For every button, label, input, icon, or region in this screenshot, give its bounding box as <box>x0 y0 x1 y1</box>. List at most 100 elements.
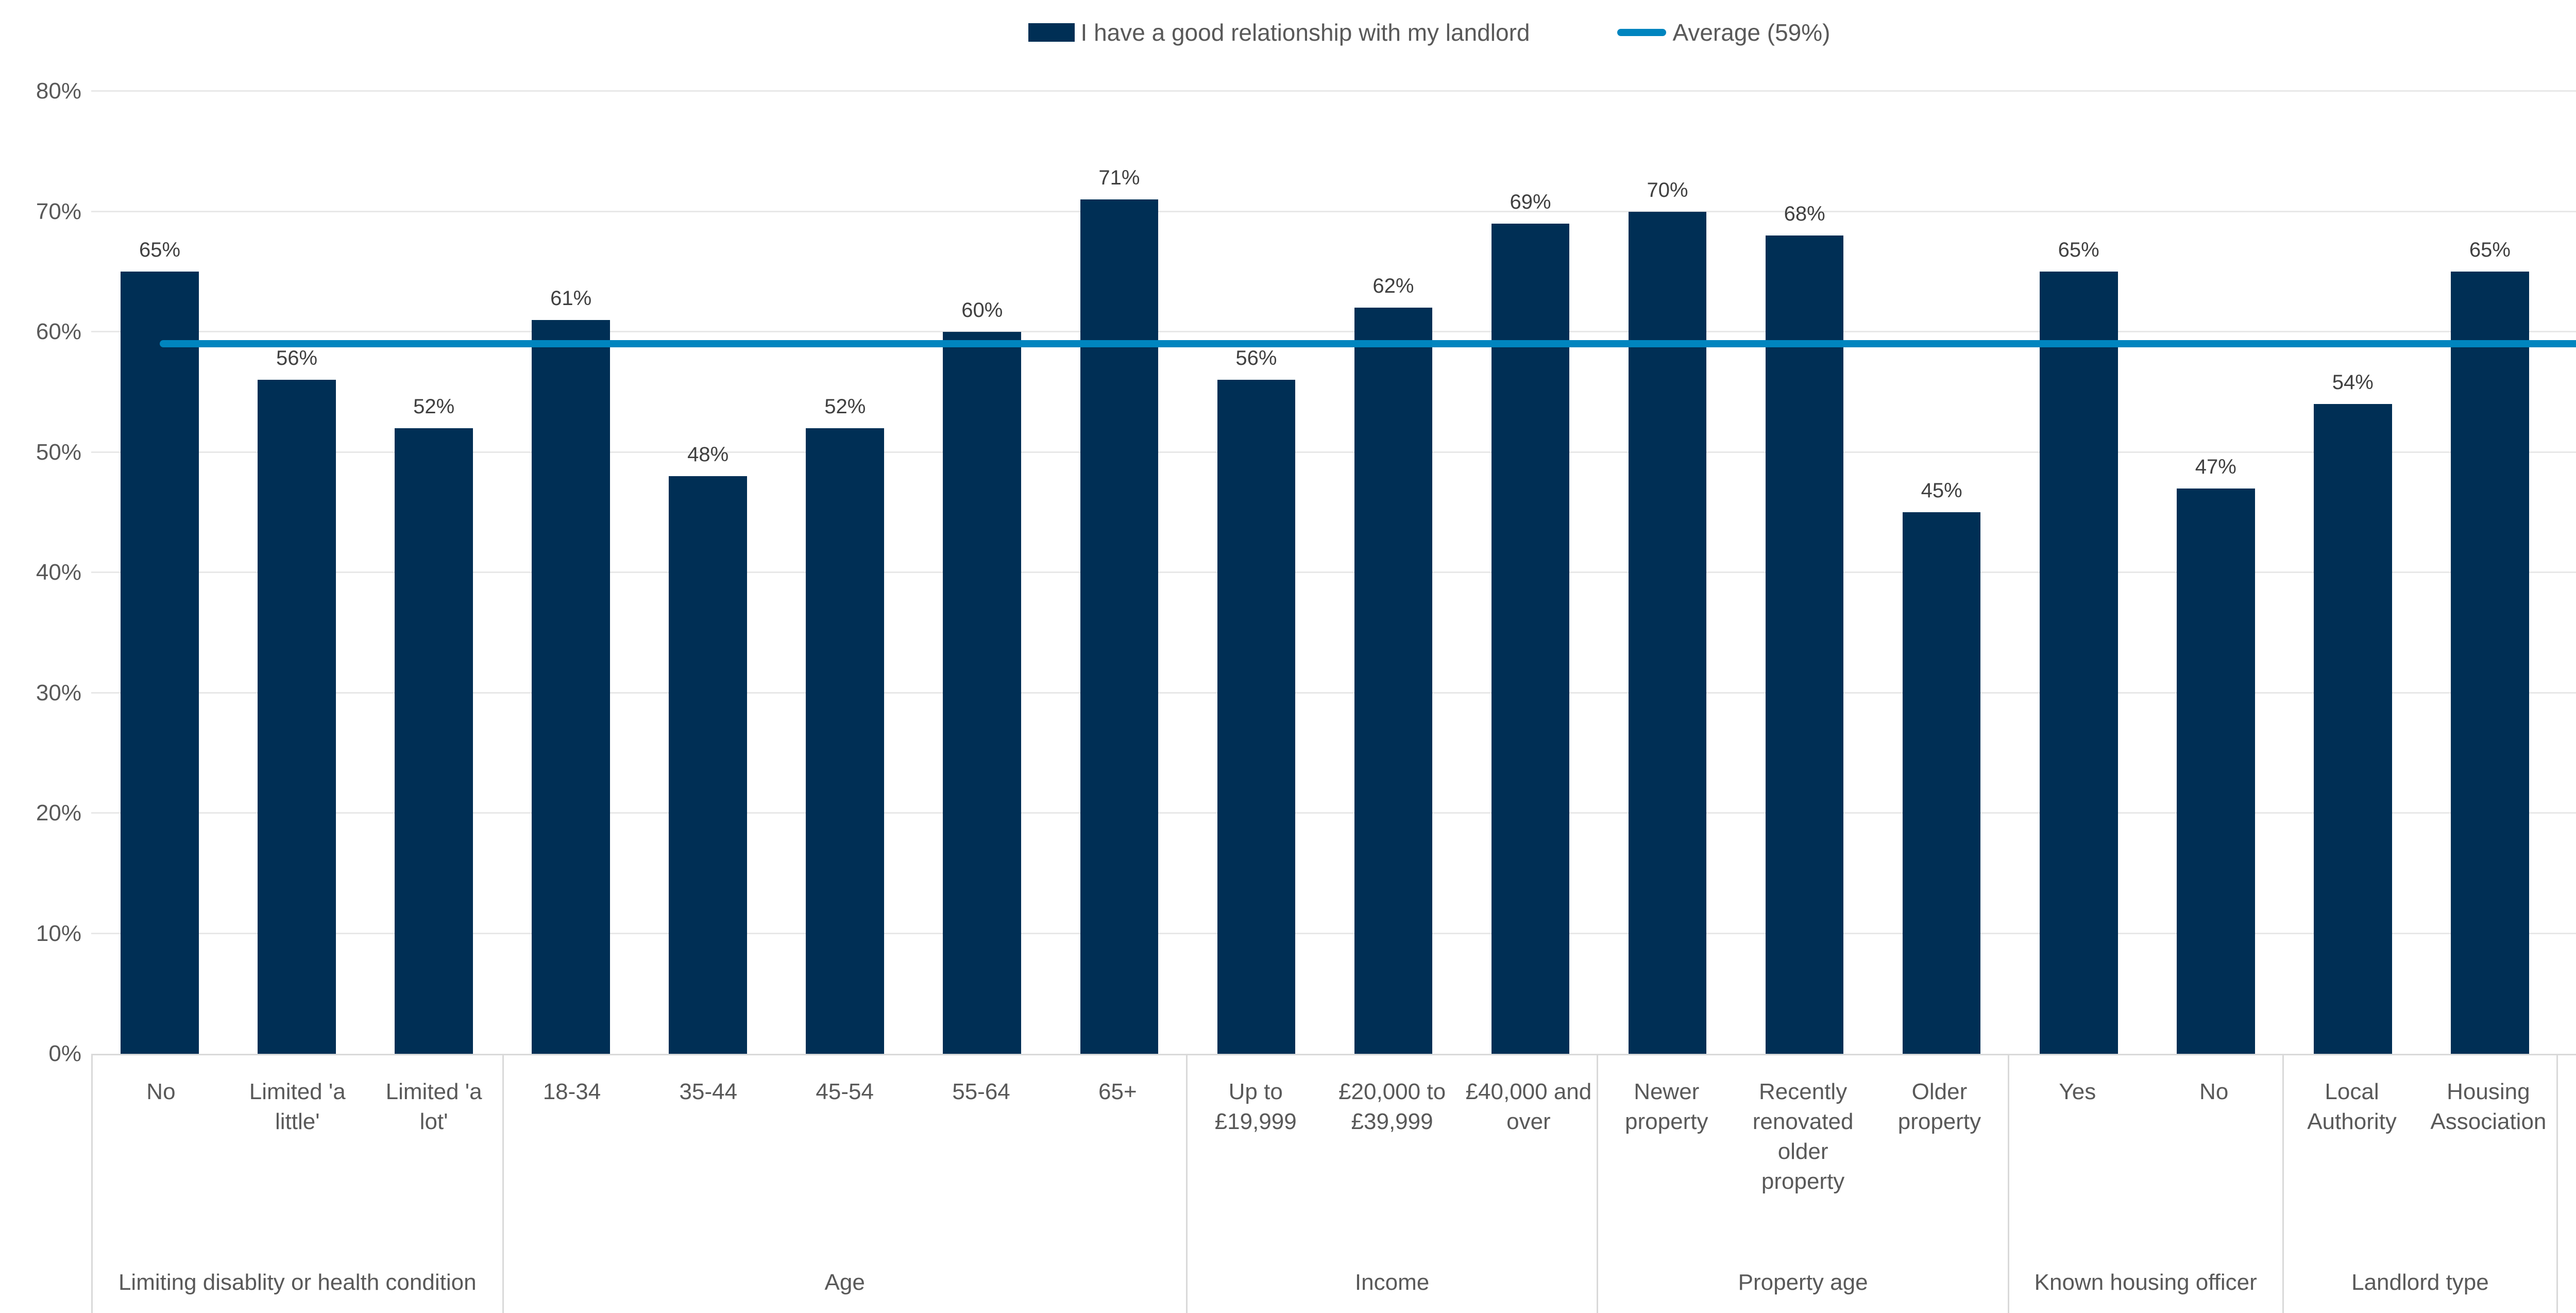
bar-value-label: 56% <box>276 347 318 370</box>
bar-slot: 52% <box>365 91 502 1054</box>
category-label: Yes <box>2558 1077 2576 1107</box>
bar <box>2176 488 2255 1054</box>
bar-value-label: 56% <box>1235 347 1277 370</box>
bar-value-label: 62% <box>1372 275 1414 298</box>
bar-value-label: 52% <box>413 395 455 418</box>
y-tick-label: 70% <box>36 198 81 224</box>
bar-value-label: 69% <box>1510 190 1551 213</box>
bar-slot: 69% <box>1462 91 1599 1054</box>
bar <box>943 332 1022 1054</box>
bar-slot: 48% <box>639 91 776 1054</box>
category-label: 45-54 <box>816 1079 874 1104</box>
bar <box>1765 235 1844 1054</box>
chart-legend: I have a good relationship with my landl… <box>0 19 2576 46</box>
bar <box>1491 223 1570 1054</box>
category-label: Newer property <box>1625 1079 1708 1135</box>
bar-slot: 54% <box>2284 91 2421 1054</box>
series-legend-label: I have a good relationship with my landl… <box>1080 19 1530 46</box>
y-tick-label: 0% <box>48 1041 81 1066</box>
gridline <box>91 331 2576 332</box>
axis-group: No Limited 'a little' Limited 'a lot' Limit… <box>91 1055 502 1313</box>
y-tick-label: 20% <box>36 800 81 826</box>
bar <box>669 476 748 1054</box>
bar-value-label: 60% <box>961 299 1003 322</box>
y-tick-label: 80% <box>36 78 81 104</box>
category-label: 35-44 <box>679 1079 738 1104</box>
bar <box>2039 272 2118 1054</box>
category-label: Up to £19,999 <box>1214 1079 1297 1135</box>
average-line <box>160 340 2576 348</box>
bar-slot: 45% <box>2558 91 2576 1054</box>
category-label-row: No Limited 'a little' Limited 'a lot' <box>93 1055 502 1137</box>
gridline <box>91 571 2576 573</box>
category-label-row: Up to £19,999 £20,000 to £39,999 £40,000 a… <box>1188 1055 1597 1137</box>
axis-group: Yes No Known housing officer <box>2007 1055 2282 1313</box>
category-label-row: Newer property Recently renovated older p… <box>1598 1055 2008 1197</box>
category-label: No <box>2199 1079 2229 1104</box>
category-label: £20,000 to £39,999 <box>1338 1079 1446 1135</box>
bar-value-label: 45% <box>1921 479 1962 502</box>
group-label: Limiting disablity or health condition <box>118 1269 477 1295</box>
bar-value-label: 61% <box>550 287 592 310</box>
category-label-row: Local Authority Housing Association <box>2284 1055 2557 1137</box>
category-label-row: 18-34 35-44 45-54 55-64 65+ <box>504 1055 1186 1107</box>
axis-group: Newer property Recently renovated older p… <box>1597 1055 2008 1313</box>
category-label: No <box>146 1079 176 1104</box>
bar-value-label: 70% <box>1647 178 1688 201</box>
axis-group: 18-34 35-44 45-54 55-64 65+ Age <box>502 1055 1186 1313</box>
bar-value-label: 52% <box>824 395 866 418</box>
group-label: Property age <box>1738 1269 1868 1295</box>
bar <box>806 428 885 1054</box>
bar <box>1080 199 1159 1054</box>
gridline <box>91 90 2576 92</box>
bar <box>2451 272 2529 1054</box>
bar-slot: 45% <box>1873 91 2010 1054</box>
bar-slot: 65% <box>2421 91 2558 1054</box>
x-axis-area: No Limited 'a little' Limited 'a lot' Limit… <box>91 1054 2576 1313</box>
bar-value-label: 54% <box>2332 371 2374 394</box>
category-label: Local Authority <box>2307 1079 2397 1135</box>
bar-value-label: 65% <box>139 239 181 262</box>
category-label: Limited 'a little' <box>249 1079 346 1135</box>
legend-item-series: I have a good relationship with my landl… <box>1028 19 1530 46</box>
plot-area: 65% 56% 52% 61% 48% 52% 60% 71% 56% 62% 69% 70% 68% 4… <box>91 90 2576 1054</box>
y-tick-label: 40% <box>36 560 81 585</box>
average-legend-label: Average (59%) <box>1672 19 1831 46</box>
bar-value-label: 47% <box>2195 455 2236 478</box>
bar <box>2313 404 2392 1054</box>
y-tick-label: 60% <box>36 319 81 344</box>
gridline <box>91 451 2576 453</box>
y-tick-label: 50% <box>36 439 81 465</box>
group-label: Income <box>1354 1269 1430 1295</box>
category-label: Housing Association <box>2430 1079 2547 1135</box>
series-swatch-icon <box>1028 23 1075 42</box>
category-label: Yes <box>2059 1079 2096 1104</box>
category-label: Limited 'a lot' <box>385 1079 482 1135</box>
group-label: Age <box>824 1269 865 1295</box>
category-label: 65+ <box>1098 1079 1137 1104</box>
bar-slot: 56% <box>228 91 365 1054</box>
bar-slot: 71% <box>1050 91 1188 1054</box>
bar-value-label: 71% <box>1098 166 1140 190</box>
average-line-swatch-icon <box>1617 29 1667 36</box>
gridline <box>91 692 2576 694</box>
bar <box>1354 308 1433 1054</box>
group-label: Landlord type <box>2351 1269 2489 1295</box>
category-label: Recently renovated older property <box>1752 1079 1854 1194</box>
bar-value-label: 65% <box>2469 239 2511 262</box>
legend-item-average: Average (59%) <box>1617 19 1830 46</box>
category-label: Older property <box>1897 1079 1981 1135</box>
axis-group: Local Authority Housing Association Landlo… <box>2282 1055 2557 1313</box>
bar <box>395 428 473 1054</box>
y-axis: 0% 10% 20% 30% 40% 50% 60% 70% 80% <box>0 80 81 1065</box>
bar-slot: 65% <box>2010 91 2147 1054</box>
bar <box>532 319 610 1054</box>
group-label: Known housing officer <box>2034 1269 2257 1295</box>
category-label-row: Yes No <box>2009 1055 2282 1107</box>
bar-slot: 47% <box>2147 91 2284 1054</box>
bar <box>121 272 199 1054</box>
bar-slot: 65% <box>91 91 228 1054</box>
